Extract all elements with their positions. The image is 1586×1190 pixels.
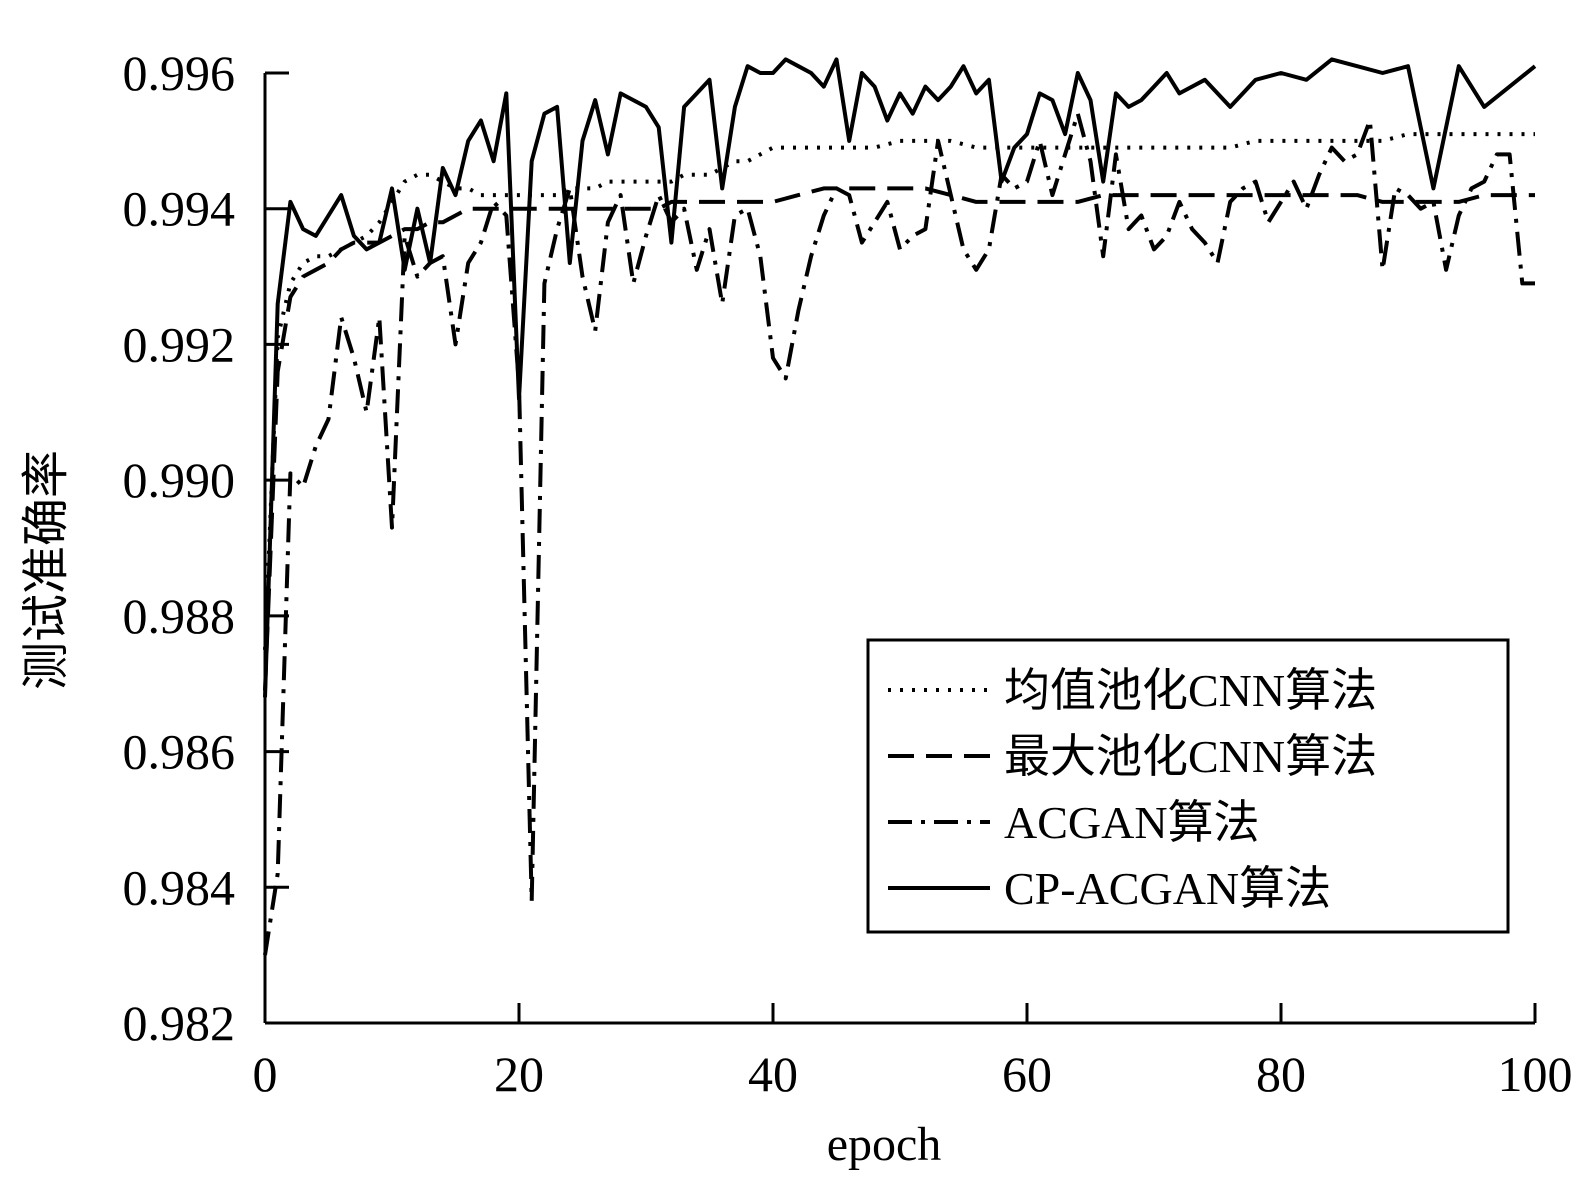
y-tick-label: 0.990	[123, 452, 236, 508]
series-layer	[263, 57, 1537, 956]
y-tick-label: 0.992	[123, 316, 236, 372]
axes-layer: 0.982 0.984 0.986 0.988 0.990 0.992 0.994 0.996…	[123, 45, 1573, 1102]
y-tick-label: 0.988	[123, 588, 236, 644]
y-axis-title: 测试准确率	[20, 450, 73, 690]
x-tick-label: 0	[253, 1046, 278, 1102]
y-tick-label: 0.986	[123, 724, 236, 780]
y-tick-label: 0.984	[123, 859, 236, 915]
legend-label-3: ACGAN算法	[1004, 797, 1260, 848]
x-tick-label: 80	[1256, 1046, 1306, 1102]
y-tick-label: 0.994	[123, 181, 236, 237]
x-tick-label: 60	[1002, 1046, 1052, 1102]
x-axis-title: epoch	[827, 1118, 942, 1171]
y-tick-label: 0.982	[123, 995, 236, 1051]
legend-label-4: CP-ACGAN算法	[1004, 863, 1331, 914]
series-line-2	[263, 186, 1535, 691]
series-line-1	[263, 132, 1535, 650]
x-tick-label: 20	[494, 1046, 544, 1102]
series-line-4	[263, 57, 1537, 698]
legend-label-2: 最大池化CNN算法	[1004, 731, 1377, 782]
x-tick-label: 100	[1498, 1046, 1573, 1102]
legend-label-1: 均值池化CNN算法	[1004, 665, 1377, 716]
y-tick-label: 0.996	[123, 45, 236, 101]
x-tick-label: 40	[748, 1046, 798, 1102]
